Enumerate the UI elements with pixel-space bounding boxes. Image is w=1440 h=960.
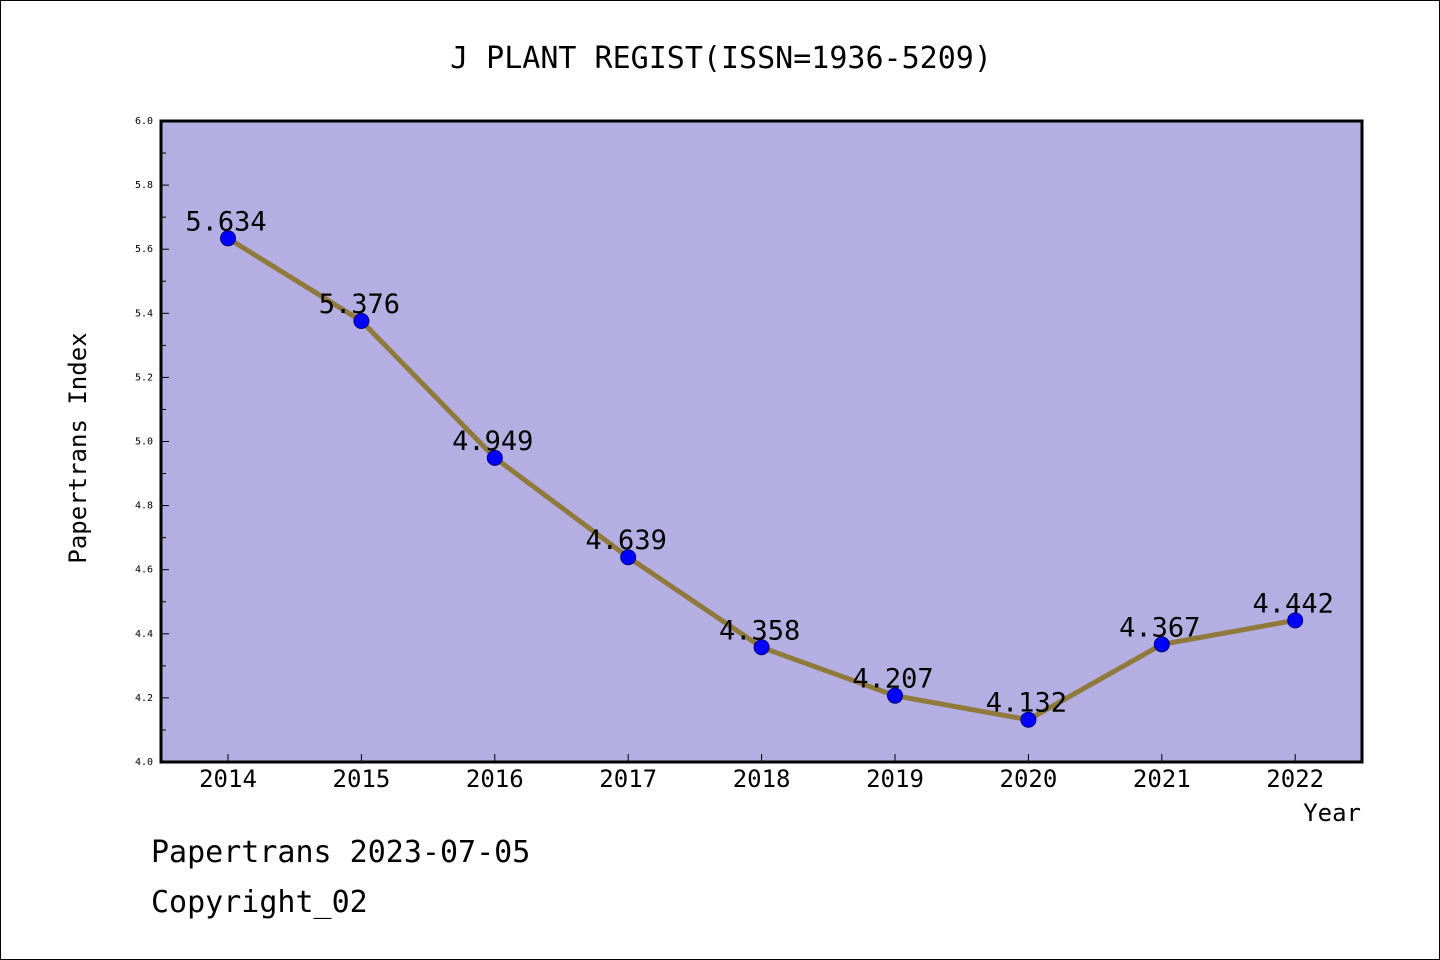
data-point xyxy=(1020,711,1037,728)
data-label: 4.358 xyxy=(719,615,800,646)
data-point xyxy=(1287,612,1304,629)
data-markers xyxy=(220,230,1304,728)
y-tick-label: 6.0 xyxy=(135,116,153,127)
y-tick-label: 4.4 xyxy=(135,629,153,640)
x-tick-label: 2021 xyxy=(1133,765,1191,793)
data-labels: 5.634 5.376 4.949 4.639 4.358 4.207 4.132 4.367… xyxy=(185,206,1333,718)
y-tick-label: 4.0 xyxy=(135,757,153,768)
data-point xyxy=(620,549,637,566)
data-label: 5.376 xyxy=(319,289,400,320)
data-label: 4.367 xyxy=(1119,612,1200,643)
data-point xyxy=(486,449,503,466)
data-label: 4.949 xyxy=(452,426,533,457)
data-label: 4.207 xyxy=(852,664,933,695)
data-label: 5.634 xyxy=(185,206,266,237)
x-tick-label: 2015 xyxy=(333,765,391,793)
y-tick-label: 5.6 xyxy=(135,244,153,255)
copyright-text: Copyright_02 xyxy=(151,885,368,920)
x-axis: 2014 2015 2016 2017 2018 2019 2020 2021 2022 xyxy=(199,754,1324,793)
y-tick-label: 5.0 xyxy=(135,437,153,448)
data-point xyxy=(753,639,770,656)
x-tick-label: 2016 xyxy=(466,765,524,793)
y-axis: 4.0 4.2 4.4 4.6 4.8 5.0 5.2 5.4 5.6 5.8 6.0 xyxy=(135,116,169,768)
chart-title: J PLANT REGIST(ISSN=1936-5209) xyxy=(450,41,992,76)
y-tick-label: 4.8 xyxy=(135,501,153,512)
x-tick-label: 2019 xyxy=(866,765,924,793)
data-label: 4.132 xyxy=(986,688,1067,719)
x-tick-label: 2014 xyxy=(199,765,257,793)
x-tick-label: 2022 xyxy=(1266,765,1324,793)
y-tick-label: 5.4 xyxy=(135,308,153,319)
data-point xyxy=(220,230,236,247)
x-tick-label: 2020 xyxy=(1000,765,1058,793)
y-tick-label: 5.8 xyxy=(135,180,153,191)
source-date-text: Papertrans 2023-07-05 xyxy=(151,835,531,870)
plot-area xyxy=(159,119,1364,764)
x-tick-label: 2018 xyxy=(733,765,791,793)
y-tick-label: 4.6 xyxy=(135,565,153,576)
x-tick-label: 2017 xyxy=(599,765,657,793)
data-point xyxy=(353,312,370,329)
y-axis-label: Papertrans Index xyxy=(64,332,92,563)
data-label: 4.442 xyxy=(1253,588,1334,619)
y-tick-label: 5.2 xyxy=(135,372,153,383)
data-point xyxy=(887,687,903,704)
data-label: 4.639 xyxy=(586,525,667,556)
data-point xyxy=(1153,636,1170,653)
x-axis-label: Year xyxy=(1303,799,1361,827)
y-tick-label: 4.2 xyxy=(135,693,153,704)
